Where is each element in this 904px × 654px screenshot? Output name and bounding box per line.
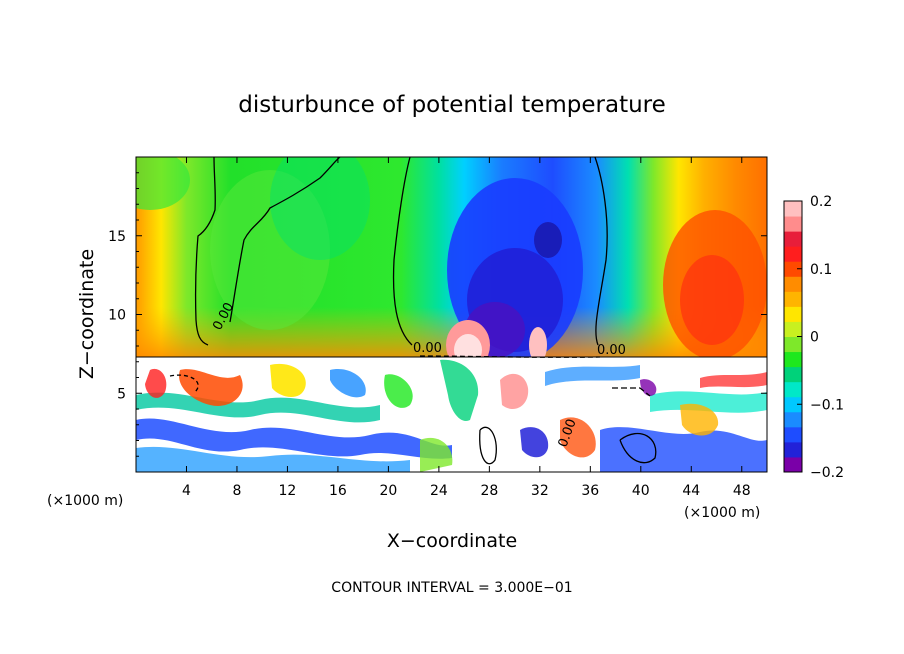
contour-lines (136, 157, 767, 465)
x-tick-label: 16 (329, 483, 347, 499)
x-tick-label: 12 (279, 483, 297, 499)
x-unit-right: (×1000 m) (684, 505, 760, 521)
x-tick-label: 20 (379, 483, 397, 499)
colorbar-swatch (784, 231, 802, 247)
colorbar-tick-label: 0.1 (810, 262, 832, 278)
colorbar-swatch (784, 351, 802, 368)
chart-title: disturbunce of potential temperature (238, 92, 666, 118)
contour-label: 0.00 (597, 343, 626, 358)
colorbar-swatch (784, 306, 802, 322)
colorbar-swatch (784, 381, 802, 398)
colorbar-swatch (784, 441, 802, 458)
y-axis-label: Z−coordinate (76, 249, 98, 379)
colorbar-swatch (784, 321, 802, 337)
x-axis-label: X−coordinate (387, 530, 517, 552)
x-tick-label: 24 (430, 483, 448, 499)
contour-label: 0.00 (413, 341, 442, 356)
x-tick-label: 48 (733, 483, 751, 499)
colorbar-swatch (784, 336, 802, 353)
colorbar-swatch (784, 216, 802, 232)
colorbar-swatch (784, 246, 802, 262)
upper-field (136, 157, 767, 357)
y-tick-label: 15 (108, 229, 126, 245)
colorbar-swatch (784, 366, 802, 383)
x-unit-left: (×1000 m) (47, 493, 123, 509)
colorbar-tick-label: −0.1 (810, 397, 844, 413)
x-tick-label: 32 (531, 483, 549, 499)
y-axis: 5 10 15 (108, 172, 767, 457)
colorbar-swatch (784, 456, 802, 473)
colorbar-swatch (784, 396, 802, 413)
x-tick-label: 4 (182, 483, 191, 499)
colorbar-tick-label: 0.2 (810, 194, 832, 210)
heatmap-field: 0.00 0.00 0.00 0.00 (136, 157, 767, 472)
colorbar-swatch (784, 411, 802, 428)
x-tick-label: 44 (682, 483, 700, 499)
lower-field (136, 357, 767, 472)
x-tick-label: 40 (632, 483, 650, 499)
colorbar-tick-label: −0.2 (810, 465, 844, 481)
contour-interval-note: CONTOUR INTERVAL = 3.000E−01 (331, 580, 572, 596)
colorbar-swatch (784, 261, 802, 277)
colorbar: 0.2 0.1 0 −0.1 −0.2 (783, 194, 844, 481)
x-tick-label: 28 (480, 483, 498, 499)
x-tick-label: 8 (232, 483, 241, 499)
colorbar-swatch (784, 426, 802, 443)
x-tick-label: 36 (581, 483, 599, 499)
colorbar-tick-label: 0 (810, 330, 819, 346)
colorbar-swatch (784, 201, 802, 217)
y-tick-label: 10 (108, 308, 126, 324)
y-tick-label: 5 (117, 386, 126, 402)
x-axis: 4 8 12 16 20 24 28 32 36 40 44 48 (182, 157, 751, 499)
colorbar-swatch (784, 291, 802, 307)
colorbar-swatch (784, 276, 802, 292)
